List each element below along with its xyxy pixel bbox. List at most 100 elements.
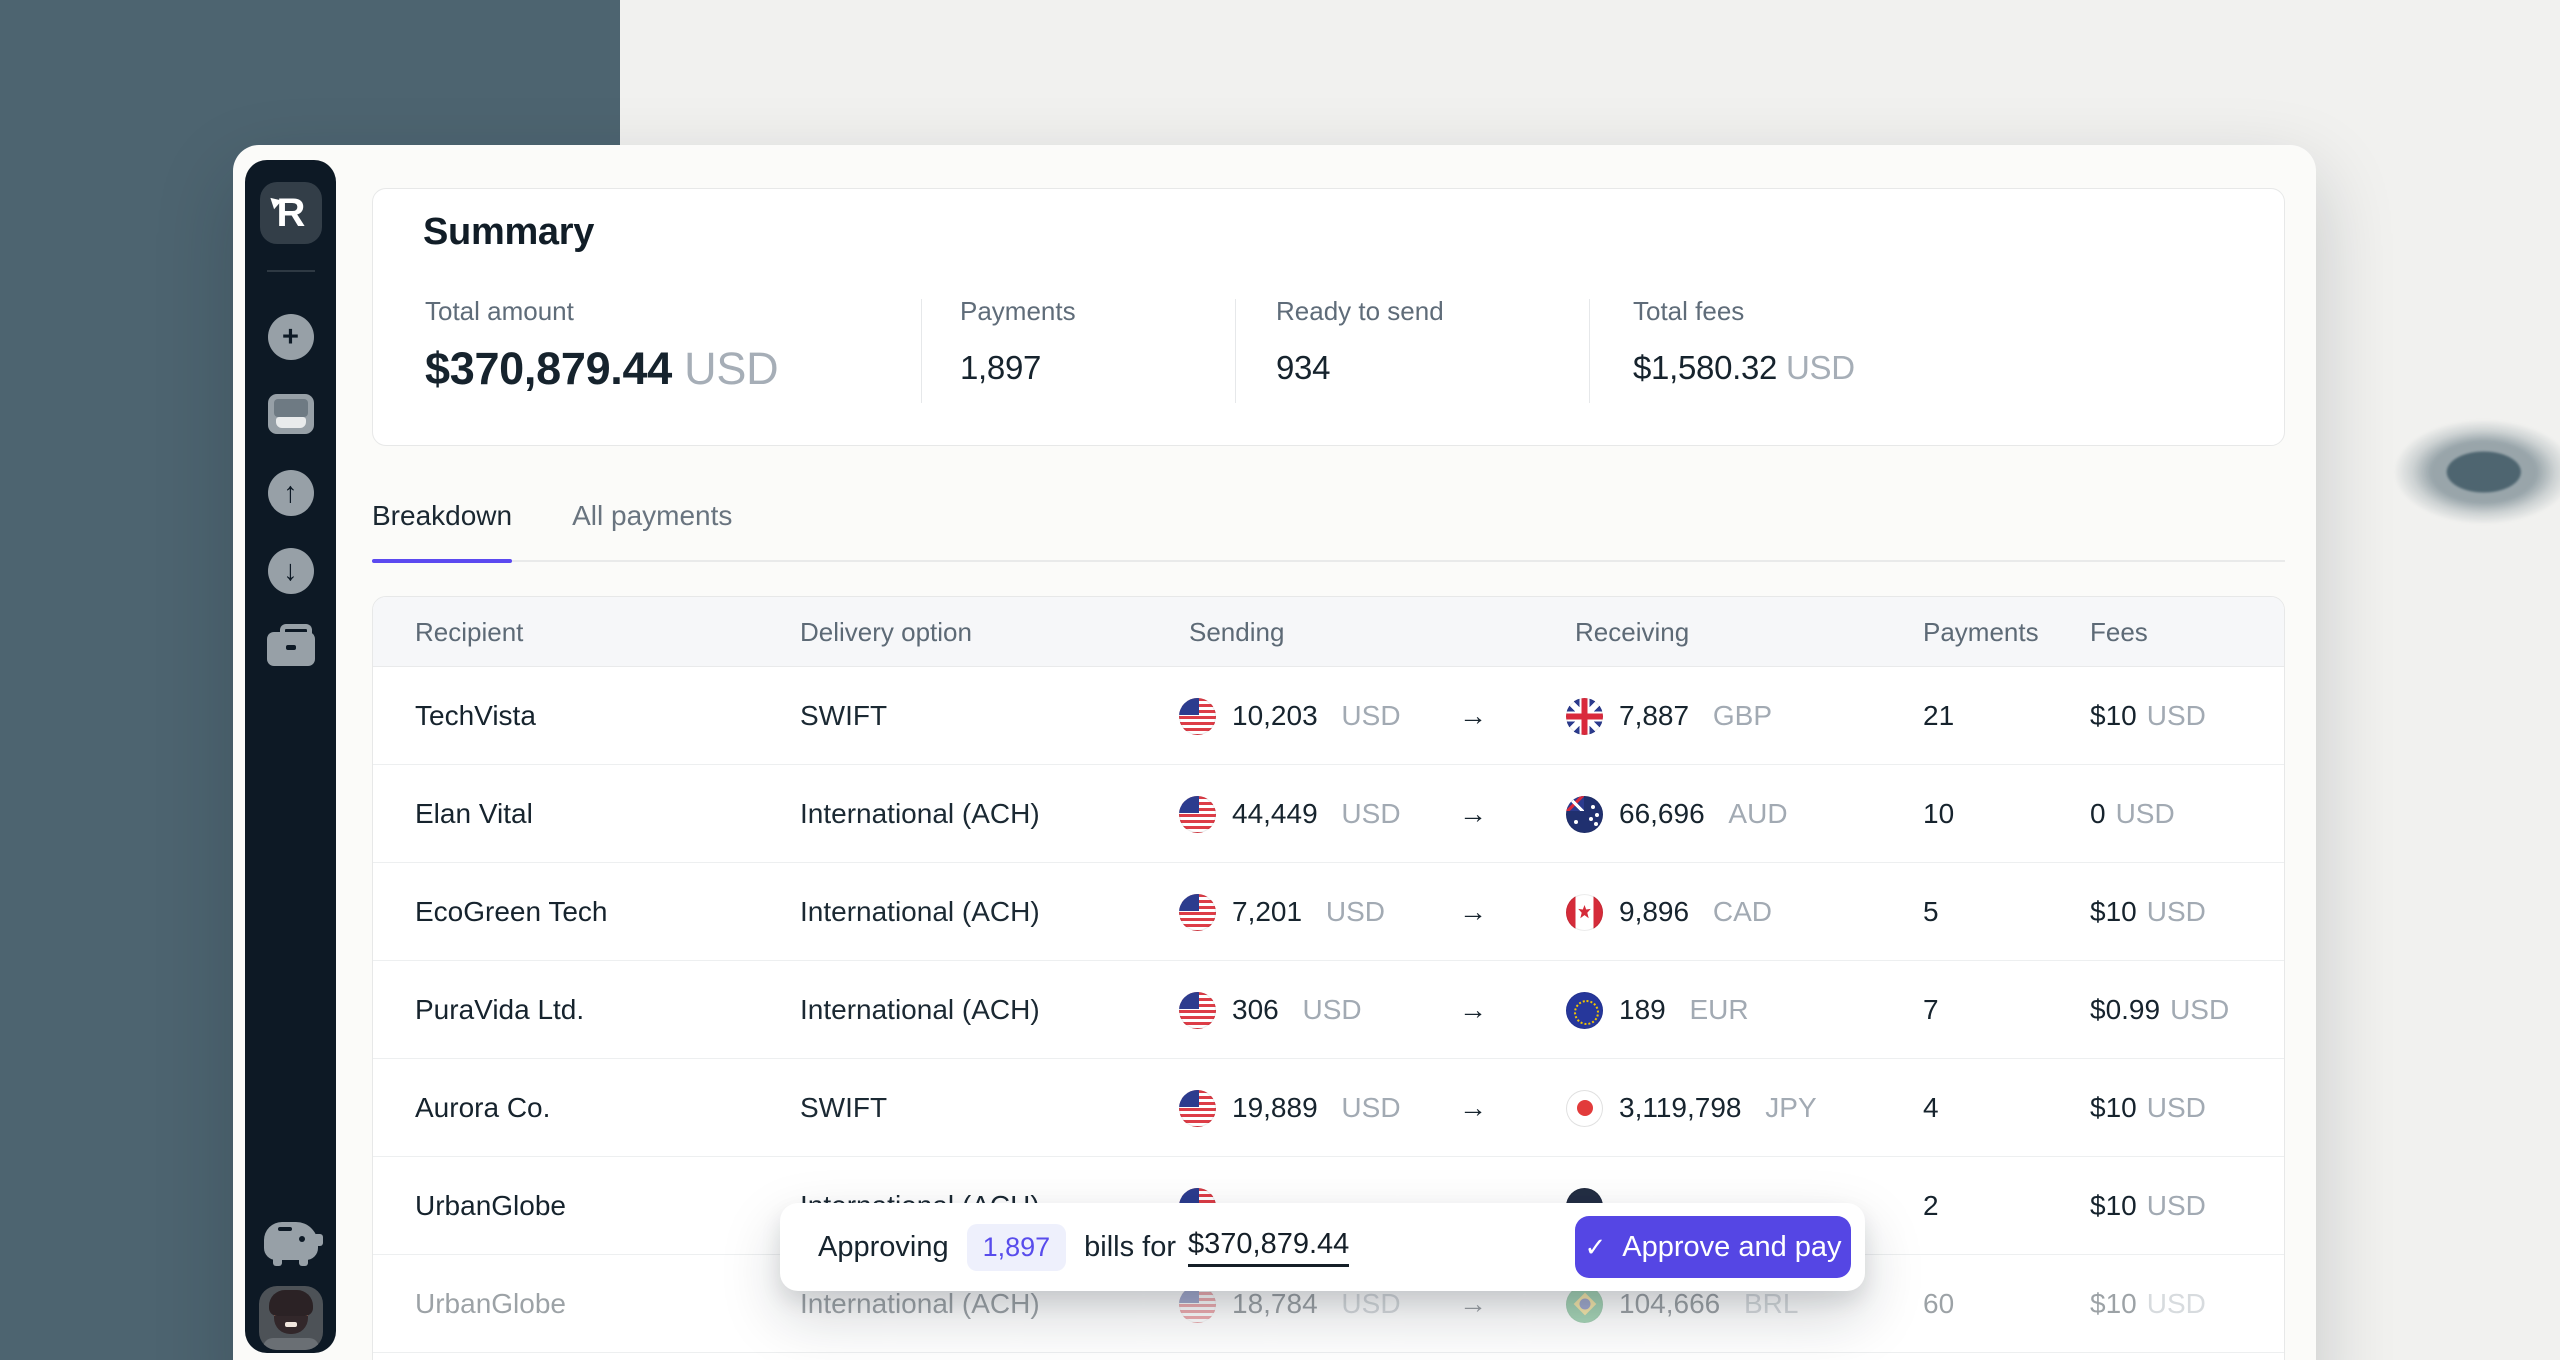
sending-cell: 44,449 USD	[1179, 765, 1401, 863]
ink-blob-decoration	[2385, 412, 2560, 532]
sending-amount: 18,784	[1232, 1288, 1326, 1319]
summary-card: Summary Total amount $370,879.44 USD Pay…	[372, 188, 2285, 446]
briefcase-icon[interactable]	[266, 624, 315, 666]
total-amount-link[interactable]: $370,879.44	[1188, 1228, 1350, 1267]
user-avatar[interactable]	[258, 1286, 323, 1350]
us-flag-icon	[1179, 697, 1216, 735]
sending-cell: 18,784 USD	[1179, 1255, 1401, 1353]
receiving-currency: CAD	[1712, 896, 1772, 927]
sending-currency: USD	[1341, 700, 1401, 731]
delivery-option-cell: SWIFT	[800, 1092, 888, 1123]
arrow-icon: →	[1459, 700, 1487, 731]
delivery-option-cell: International (ACH)	[800, 994, 1040, 1025]
receiving-cell: 9,896 CAD	[1566, 863, 1772, 961]
table-header: Recipient Delivery option Sending Receiv…	[373, 597, 2284, 667]
bills-for-label: bills for	[1084, 1230, 1177, 1263]
au-flag-icon	[1566, 795, 1603, 833]
piggy-bank-icon[interactable]	[263, 1222, 323, 1266]
stat-ready-to-send: Ready to send 934	[1276, 296, 1444, 387]
table-row[interactable]: TechVista SWIFT 10,203 USD → 7,887 GBP 21 $10 U…	[373, 667, 2284, 765]
app-logo[interactable]: R	[259, 182, 322, 244]
sending-currency: USD	[1325, 896, 1385, 927]
receiving-currency: EUR	[1689, 994, 1749, 1025]
us-flag-icon	[1179, 991, 1216, 1029]
fee-currency: USD	[2115, 798, 2175, 829]
app-logo-letter: R	[276, 190, 306, 235]
receiving-cell: 7,887 GBP	[1566, 667, 1772, 765]
add-icon[interactable]: +	[267, 314, 314, 360]
stat-value: $1,580.32	[1633, 349, 1778, 386]
fee-value: $10	[2090, 700, 2137, 731]
delivery-option-cell: International (ACH)	[800, 798, 1040, 829]
table-row[interactable]: EcoGreen Tech International (ACH) 7,201 US…	[373, 863, 2284, 961]
sending-amount: 44,449	[1232, 798, 1326, 829]
recipient-cell: UrbanGlobe	[415, 1190, 566, 1221]
sending-amount: 10,203	[1232, 700, 1326, 731]
table-row[interactable]: UrbanGlobe International (ACH) 18,784 USD →…	[373, 1255, 2284, 1353]
stat-label: Total amount	[425, 296, 574, 326]
column-header-payments: Payments	[1923, 616, 2039, 647]
approve-and-pay-button[interactable]: ✓ Approve and pay	[1575, 1216, 1851, 1278]
stat-suffix: USD	[684, 343, 779, 394]
fees-cell: $10 USD	[2090, 863, 2206, 961]
fee-value: $10	[2090, 896, 2137, 927]
bill-count-pill: 1,897	[966, 1223, 1067, 1271]
payments-count-cell: 7	[1923, 994, 1939, 1025]
delivery-option-cell: International (ACH)	[800, 1288, 1040, 1319]
payments-count-cell: 60	[1923, 1288, 1955, 1319]
receiving-amount: 7,887	[1619, 700, 1697, 731]
column-header-delivery-option: Delivery option	[800, 616, 972, 647]
sending-amount: 19,889	[1232, 1092, 1326, 1123]
receiving-currency: AUD	[1728, 798, 1788, 829]
tab-breakdown[interactable]: Breakdown	[372, 492, 513, 563]
approving-label: Approving	[818, 1230, 949, 1263]
stat-value: 934	[1276, 349, 1331, 386]
fee-value: 0	[2090, 798, 2106, 829]
sidebar-divider	[266, 270, 315, 272]
recipient-cell: PuraVida Ltd.	[415, 994, 585, 1025]
receiving-amount: 189	[1619, 994, 1674, 1025]
fees-cell: 0 USD	[2090, 765, 2175, 863]
us-flag-icon	[1179, 1285, 1216, 1323]
table-row[interactable]: Elan Vital International (ACH) 44,449 USD →…	[373, 765, 2284, 863]
receiving-currency: GBP	[1712, 700, 1772, 731]
tab-all-payments[interactable]: All payments	[572, 500, 733, 531]
fees-cell: $10 USD	[2090, 1157, 2206, 1255]
sending-currency: USD	[1341, 1092, 1401, 1123]
stat-payments: Payments 1,897	[960, 296, 1076, 387]
sending-amount: 7,201	[1232, 896, 1310, 927]
receive-down-icon[interactable]: ↓	[267, 548, 314, 594]
recipient-cell: EcoGreen Tech	[415, 896, 608, 927]
column-header-sending: Sending	[1189, 616, 1285, 647]
fee-currency: USD	[2146, 700, 2206, 731]
delivery-option-cell: International (ACH)	[800, 896, 1040, 927]
column-header-fees: Fees	[2090, 616, 2148, 647]
sending-currency: USD	[1341, 798, 1401, 829]
sending-cell: 19,889 USD	[1179, 1059, 1401, 1157]
payments-count-cell: 21	[1923, 700, 1955, 731]
table-row[interactable]: PuraVida Ltd. International (ACH) 306 USD →…	[373, 961, 2284, 1059]
arrow-icon: →	[1459, 1288, 1487, 1319]
fee-value: $10	[2090, 1288, 2137, 1319]
receiving-amount: 104,666	[1619, 1288, 1728, 1319]
payments-count-cell: 10	[1923, 798, 1955, 829]
sending-amount: 306	[1232, 994, 1287, 1025]
ca-flag-icon	[1566, 893, 1603, 931]
us-flag-icon	[1179, 1089, 1216, 1127]
arrow-icon: →	[1459, 1092, 1487, 1123]
fee-value: $10	[2090, 1190, 2137, 1221]
us-flag-icon	[1179, 893, 1216, 931]
send-up-icon[interactable]: ↑	[267, 470, 314, 516]
arrow-icon: →	[1459, 994, 1487, 1025]
inbox-icon[interactable]	[267, 394, 314, 434]
table-row[interactable]: Aurora Co. SWIFT 19,889 USD → 3,119,798 JPY 4…	[373, 1059, 2284, 1157]
stat-label: Total fees	[1633, 296, 1745, 326]
delivery-option-cell: SWIFT	[800, 700, 888, 731]
recipient-cell: Elan Vital	[415, 798, 533, 829]
active-tab-underline	[372, 559, 513, 563]
payments-count-cell: 4	[1923, 1092, 1939, 1123]
fee-currency: USD	[2146, 1288, 2206, 1319]
fees-cell: $0.99 USD	[2090, 961, 2229, 1059]
recipient-cell: UrbanGlobe	[415, 1288, 566, 1319]
stat-divider	[1589, 299, 1590, 403]
